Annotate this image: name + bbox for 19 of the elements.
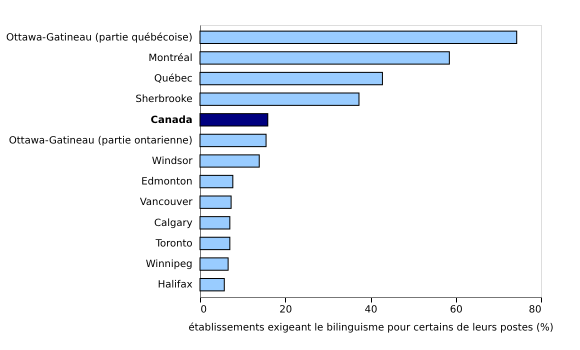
x-tick-label: 0 bbox=[200, 304, 207, 316]
y-tick-label: Ottawa-Gatineau (partie québécoise) bbox=[6, 32, 193, 44]
y-tick-label: Ottawa-Gatineau (partie ontarienne) bbox=[8, 135, 193, 146]
x-tick-label: 40 bbox=[364, 304, 378, 316]
y-tick-label: Windsor bbox=[152, 156, 194, 167]
y-tick-label: Sherbrooke bbox=[135, 94, 192, 106]
x-tick-label: 60 bbox=[450, 304, 463, 316]
y-tick-label: Québec bbox=[154, 74, 192, 85]
y-tick-label: Montréal bbox=[148, 52, 192, 64]
x-tick-label: 20 bbox=[279, 304, 292, 316]
x-axis-title: établissements exigeant le bilinguisme pour certains de leurs postes (%) bbox=[188, 322, 554, 334]
y-tick-label: Edmonton bbox=[141, 176, 192, 188]
y-tick-label: Vancouver bbox=[140, 197, 194, 208]
y-tick-label: Calgary bbox=[154, 218, 193, 229]
y-tick-label: Canada bbox=[150, 114, 192, 126]
y-tick-label: Halifax bbox=[158, 280, 193, 291]
x-tick-label: 80 bbox=[528, 304, 542, 316]
y-tick-label: Winnipeg bbox=[146, 259, 192, 270]
y-tick-label: Toronto bbox=[154, 238, 192, 250]
